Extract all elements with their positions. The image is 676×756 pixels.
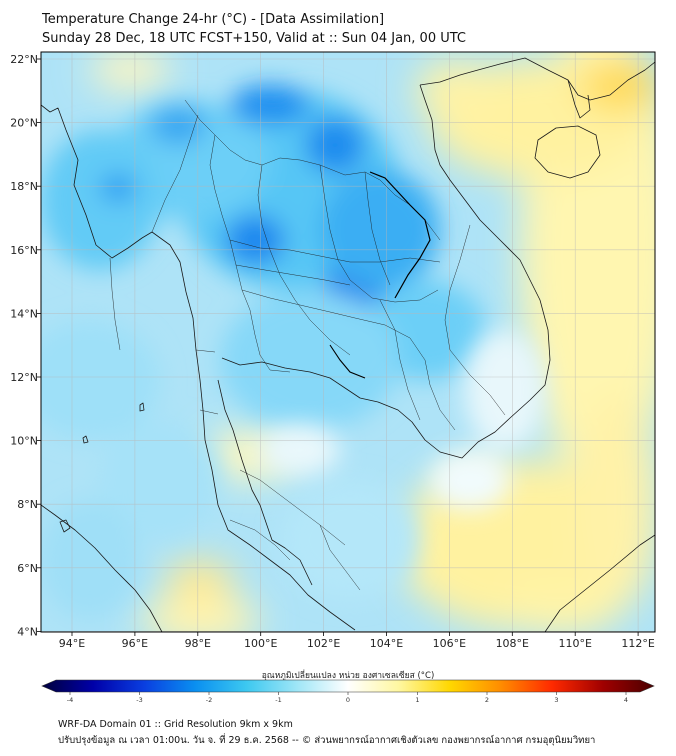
map-frame xyxy=(40,51,656,633)
lat-tick-label: 6°N xyxy=(17,562,38,575)
footer-domain-info: WRF-DA Domain 01 :: Grid Resolution 9km … xyxy=(58,719,293,730)
colorbar-tick-label: 2 xyxy=(485,696,489,704)
lon-tick-label: 94°E xyxy=(59,637,85,650)
coastlines xyxy=(41,57,655,632)
temperature-field xyxy=(41,52,655,632)
lon-tick-label: 96°E xyxy=(122,637,148,650)
lat-tick-label: 14°N xyxy=(10,307,38,320)
colorbar-label: อุณหภูมิเปลี่ยนแปลง หน่วย องศาเซลเซียส (… xyxy=(262,669,435,681)
colorbar-tick-label: 0 xyxy=(346,696,350,704)
colorbar-tick-label: 3 xyxy=(554,696,558,704)
colorbar-tick-label: -1 xyxy=(275,696,281,704)
mekong-boundary xyxy=(369,171,431,299)
lon-tick-label: 102°E xyxy=(307,637,340,650)
map-subtitle: Sunday 28 Dec, 18 UTC FCST+150, Valid at… xyxy=(42,31,466,46)
lon-tick-label: 106°E xyxy=(433,637,466,650)
map-title: Temperature Change 24-hr (°C) - [Data As… xyxy=(42,12,385,27)
lat-tick-label: 16°N xyxy=(10,244,38,257)
colorbar-bar xyxy=(41,679,655,693)
lat-tick-label: 18°N xyxy=(10,180,38,193)
colorbar-tick-label: -3 xyxy=(136,696,142,704)
lon-tick-label: 110°E xyxy=(558,637,591,650)
lon-tick-label: 100°E xyxy=(244,637,277,650)
lat-tick-label: 4°N xyxy=(17,625,38,638)
province-borders xyxy=(109,99,506,591)
lat-tick-label: 12°N xyxy=(10,371,38,384)
latitude-axis: 22°N 20°N 18°N 16°N 14°N 12°N 10°N 8°N 6°N 4°N xyxy=(10,53,41,638)
lat-tick-label: 20°N xyxy=(10,117,38,130)
colorbar-tick-label: -4 xyxy=(67,696,73,704)
colorbar-tick-label: -2 xyxy=(206,696,212,704)
colorbar-ticks: -4 -3 -2 -1 0 1 2 3 4 xyxy=(67,692,628,704)
neutral-regions xyxy=(260,330,545,510)
footer-credit: ปรับปรุงข้อมูล ณ เวลา 01:00น. วัน จ. ที่… xyxy=(58,735,596,746)
lat-tick-label: 22°N xyxy=(10,53,38,66)
temperature-change-map: 94°E 96°E 98°E 100°E 102°E 104°E 106°E 108°E 110… xyxy=(10,51,656,704)
cold-regions xyxy=(41,85,485,620)
lat-tick-label: 8°N xyxy=(17,498,38,511)
lat-tick-label: 10°N xyxy=(10,435,38,448)
lon-tick-label: 112°E xyxy=(621,637,654,650)
gridlines xyxy=(41,52,655,632)
lon-tick-label: 104°E xyxy=(370,637,403,650)
longitude-axis: 94°E 96°E 98°E 100°E 102°E 104°E 106°E 108°E 110… xyxy=(59,632,655,650)
colorbar-tick-label: 1 xyxy=(415,696,419,704)
lon-tick-label: 108°E xyxy=(496,637,529,650)
lon-tick-label: 98°E xyxy=(185,637,211,650)
colorbar-tick-label: 4 xyxy=(624,696,628,704)
